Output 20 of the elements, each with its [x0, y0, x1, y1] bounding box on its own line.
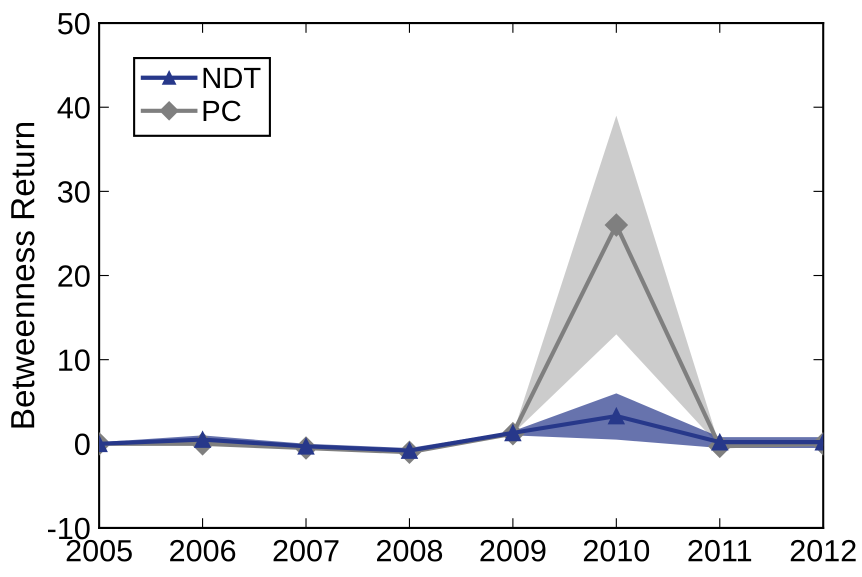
- x-tick-label: 2005: [66, 540, 132, 562]
- y-tick-label: 20: [58, 265, 90, 287]
- y-tick-label: 50: [58, 12, 90, 34]
- y-tick-label: -10: [48, 518, 90, 540]
- x-tick-label: 2009: [480, 540, 546, 562]
- legend-label: NDT: [204, 68, 260, 88]
- point: [604, 214, 628, 237]
- x-tick-label: 2011: [688, 540, 752, 562]
- x-tick-label: 2008: [377, 540, 442, 562]
- x-tick-label: 2012: [790, 540, 856, 562]
- y-axis-title: Betweenness Return: [11, 122, 34, 428]
- y-tick-label: 30: [58, 181, 90, 203]
- x-tick-label: 2007: [274, 540, 338, 562]
- y-tick-label: 0: [75, 434, 90, 456]
- point: [608, 408, 625, 424]
- y-tick-label: 40: [58, 96, 90, 119]
- x-tick-label: 2010: [584, 540, 650, 562]
- x-tick-label: 2006: [170, 540, 236, 562]
- y-tick-label: 10: [59, 349, 90, 372]
- legend-label: PC: [204, 100, 241, 122]
